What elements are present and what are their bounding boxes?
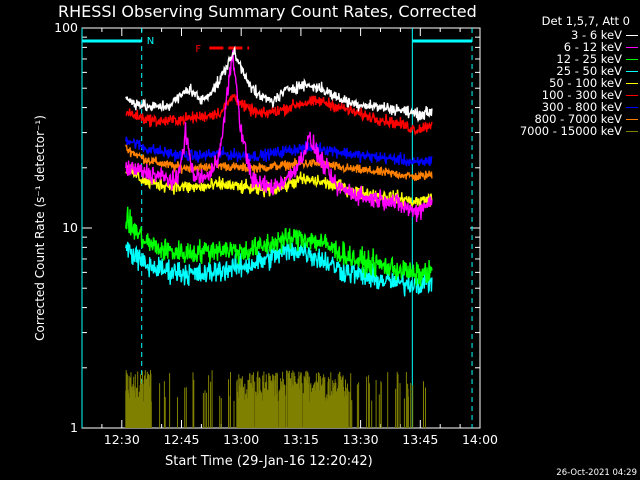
- legend-label: 6 - 12 keV: [563, 40, 622, 54]
- legend-entry: 300 - 800 keV: [480, 101, 638, 113]
- series-12-25-kev: [125, 206, 433, 287]
- legend-swatch: [626, 94, 638, 96]
- x-axis-label: Start Time (29-Jan-16 12:20:42): [165, 454, 373, 469]
- legend-label: 100 - 300 keV: [541, 88, 622, 102]
- legend-label: 800 - 7000 keV: [534, 112, 622, 126]
- y-tick-label: 1: [70, 420, 78, 435]
- legend-entry: 12 - 25 keV: [480, 53, 638, 65]
- series-25-50-kev-trace: [125, 241, 433, 297]
- legend-entry: 6 - 12 keV: [480, 41, 638, 53]
- series-100-300-kev-trace: [125, 93, 433, 136]
- legend-label: 50 - 100 keV: [549, 76, 622, 90]
- series-300-800-kev-trace: [125, 136, 433, 167]
- legend-label: 300 - 800 keV: [541, 100, 622, 114]
- series-layer: [125, 45, 433, 428]
- tick-labels: 12:30 12:45 13:00 13:15 13:30 13:45 14:00 1 10 10…: [54, 20, 498, 447]
- legend-entry: 25 - 50 keV: [480, 65, 638, 77]
- series-800-7000-kev-trace: [125, 144, 433, 182]
- y-axis-label: Corrected Count Rate (s⁻¹ detector⁻¹): [33, 115, 47, 341]
- legend-header: Det 1,5,7, Att 0: [541, 14, 630, 28]
- x-tick-label: 14:00: [462, 432, 498, 447]
- timestamp: 26-Oct-2021 04:29: [556, 468, 637, 478]
- x-tick-label: 12:45: [163, 432, 199, 447]
- legend-swatch: [626, 118, 638, 120]
- legend-rows: 3 - 6 keV 6 - 12 keV 12 - 25 keV 25 - 50 ke…: [480, 29, 638, 137]
- legend-entry: 7000 - 15000 keV: [480, 125, 638, 137]
- series-100-300-kev: [125, 93, 433, 136]
- flare-label: F: [195, 44, 201, 55]
- legend-swatch: [626, 70, 638, 72]
- legend-swatch: [626, 106, 638, 108]
- series-25-50-kev: [125, 241, 433, 297]
- legend-label: 12 - 25 keV: [556, 52, 622, 66]
- y-tick-label: 10: [62, 220, 78, 235]
- legend-swatch: [626, 46, 638, 48]
- series-3-6-kev-trace: [125, 45, 433, 123]
- legend-swatch: [626, 34, 638, 36]
- series-300-800-kev: [125, 136, 433, 167]
- series-12-25-kev-trace: [125, 206, 433, 287]
- legend-swatch: [626, 82, 638, 84]
- x-tick-label: 13:00: [223, 432, 259, 447]
- night-label: N: [147, 36, 154, 47]
- legend-label: 3 - 6 keV: [571, 28, 622, 42]
- y-tick-label: 100: [54, 20, 78, 35]
- series-7000-15000-kev: [125, 370, 426, 428]
- x-tick-label: 13:15: [283, 432, 319, 447]
- x-tick-label: 12:30: [104, 432, 140, 447]
- legend-entry: 50 - 100 keV: [480, 77, 638, 89]
- legend: Det 1,5,7, Att 0 3 - 6 keV 6 - 12 keV 12 -…: [480, 14, 638, 137]
- legend-entry: 3 - 6 keV: [480, 29, 638, 41]
- legend-label: 25 - 50 keV: [556, 64, 622, 78]
- series-800-7000-kev: [125, 144, 433, 182]
- legend-label: 7000 - 15000 keV: [519, 124, 622, 138]
- legend-entry: 800 - 7000 keV: [480, 113, 638, 125]
- x-tick-label: 13:45: [402, 432, 438, 447]
- series-7000-15000-kev-trace: [125, 370, 426, 428]
- legend-swatch: [626, 130, 638, 132]
- series-3-6-kev: [125, 45, 433, 123]
- series-6-12-kev-trace: [125, 50, 433, 223]
- legend-swatch: [626, 58, 638, 60]
- x-tick-label: 13:30: [343, 432, 379, 447]
- legend-entry: 100 - 300 keV: [480, 89, 638, 101]
- series-6-12-kev: [125, 50, 433, 223]
- chart-title: RHESSI Observing Summary Count Rates, Co…: [58, 2, 477, 21]
